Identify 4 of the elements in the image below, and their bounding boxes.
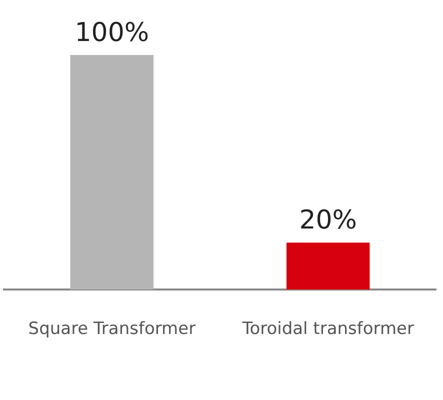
data-label: 100% — [74, 18, 150, 48]
x-tick-label: Toroidal transformer — [241, 319, 414, 340]
x-tick-label: Square Transformer — [28, 319, 196, 340]
data-label: 20% — [299, 205, 357, 236]
